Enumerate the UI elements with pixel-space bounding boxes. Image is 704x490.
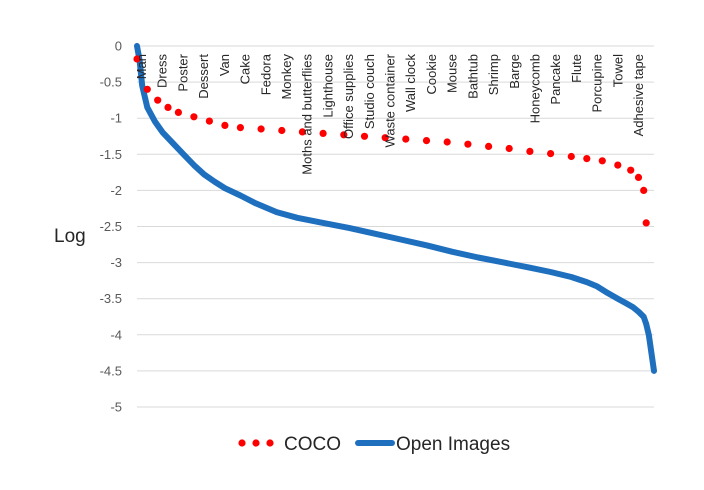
coco-point <box>464 140 472 148</box>
category-label: Fedora <box>258 53 273 95</box>
category-label: Moths and butterflies <box>300 54 315 175</box>
category-label: Barge <box>507 54 522 89</box>
category-label: Man <box>134 54 149 79</box>
coco-point <box>236 124 244 132</box>
coco-point <box>627 166 635 174</box>
coco-point <box>547 150 555 158</box>
coco-point <box>381 134 389 142</box>
coco-point <box>598 157 606 165</box>
category-label: Adhesive tape <box>631 54 646 136</box>
category-label: Dessert <box>196 54 211 99</box>
open-images-line <box>134 43 657 374</box>
y-tick-label: -4.5 <box>100 363 122 378</box>
legend-coco-marker <box>266 439 274 447</box>
category-label: Flute <box>569 54 584 83</box>
coco-point <box>402 135 410 143</box>
coco-point <box>205 117 213 125</box>
category-label: Monkey <box>279 54 294 100</box>
coco-point <box>443 138 451 146</box>
y-tick-label: -1 <box>110 111 122 126</box>
y-tick-label: -3 <box>110 255 122 270</box>
category-label: Bathtub <box>465 54 480 99</box>
coco-point <box>422 137 431 145</box>
coco-point <box>143 85 151 93</box>
coco-point <box>164 103 172 111</box>
category-label: Dress <box>155 54 170 88</box>
category-label: Lighthouse <box>320 54 335 118</box>
y-tick-label: -5 <box>110 400 122 415</box>
y-tick-label: -3.5 <box>100 291 122 306</box>
coco-point <box>583 155 591 163</box>
coco-point <box>319 129 327 137</box>
coco-point <box>614 161 622 169</box>
y-tick-label: -2 <box>110 183 122 198</box>
coco-point <box>360 132 369 140</box>
coco-point <box>190 113 198 121</box>
category-label: Honeycomb <box>528 54 543 123</box>
open-images-series <box>134 43 657 374</box>
coco-point <box>505 144 513 153</box>
category-labels: Man Dress Poster Dessert Van Cake Fedora Monkey… <box>134 53 646 174</box>
y-tick-label: -0.5 <box>100 75 122 90</box>
y-axis-label: Log <box>54 226 86 247</box>
gridlines <box>137 45 654 408</box>
coco-point <box>526 147 534 155</box>
y-tick-label: -1.5 <box>100 147 122 162</box>
coco-point <box>340 131 348 139</box>
coco-point <box>174 108 182 116</box>
coco-point <box>567 152 575 161</box>
category-label: Cookie <box>424 54 439 94</box>
y-tick-label: -2.5 <box>100 219 122 234</box>
y-tick-label: -4 <box>110 327 122 342</box>
legend-coco-marker <box>238 439 246 447</box>
category-label: Studio couch <box>362 54 377 129</box>
category-label: Cake <box>238 54 253 84</box>
category-label: Van <box>217 54 232 76</box>
category-label: Wall clock <box>403 54 418 113</box>
coco-point <box>154 96 162 104</box>
coco-point <box>298 128 306 136</box>
category-label: Pancake <box>548 54 563 105</box>
category-label: Waste container <box>383 53 398 147</box>
legend-coco-label: COCO <box>284 434 341 455</box>
category-label: Porcupine <box>590 54 605 113</box>
coco-point <box>257 125 265 133</box>
category-label: Office supplies <box>341 54 356 140</box>
coco-point <box>485 142 493 150</box>
y-axis-ticks: 0 -0.5 -1 -1.5 -2 -2.5 -3 -3.5 -4 -4.5 -5 <box>100 39 122 415</box>
coco-point <box>221 121 229 129</box>
category-label: Shrimp <box>486 54 501 95</box>
coco-series <box>133 55 650 227</box>
coco-point <box>278 126 286 135</box>
y-tick-label: 0 <box>115 39 122 54</box>
legend: COCO Open Images <box>238 434 510 455</box>
category-label: Towel <box>610 54 625 87</box>
coco-point <box>634 173 643 181</box>
legend-coco-marker <box>252 439 260 447</box>
category-label: Poster <box>175 53 190 91</box>
coco-point <box>642 219 650 227</box>
coco-point <box>133 55 141 63</box>
legend-open-images-label: Open Images <box>396 434 510 455</box>
coco-point <box>640 186 648 194</box>
category-label: Mouse <box>445 54 460 93</box>
